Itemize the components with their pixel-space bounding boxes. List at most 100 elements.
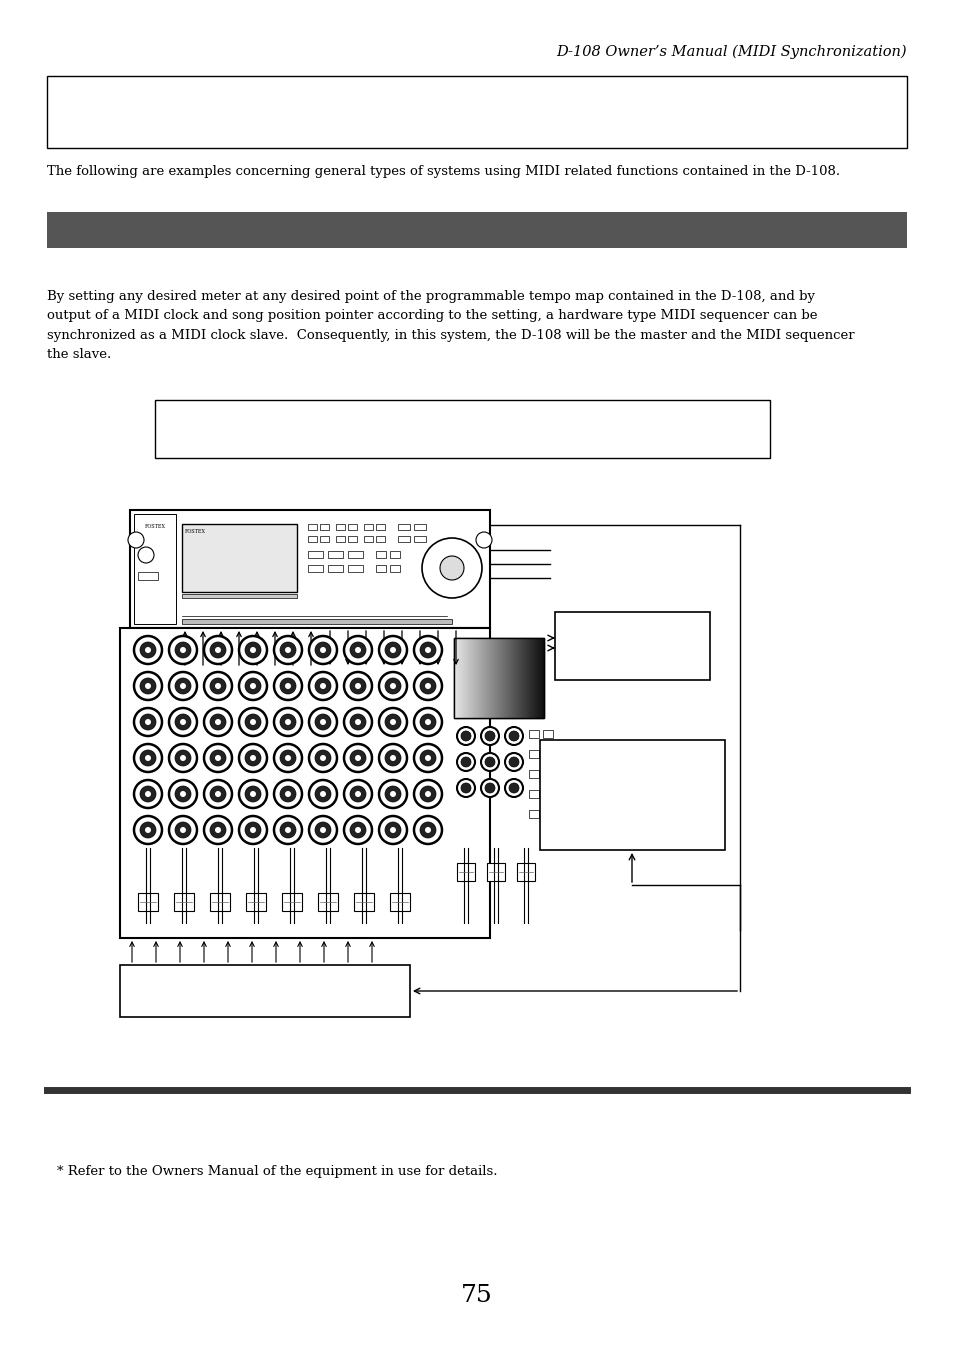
Bar	[517, 863, 535, 881]
Circle shape	[145, 755, 151, 761]
Circle shape	[344, 671, 372, 700]
Circle shape	[314, 750, 331, 766]
Circle shape	[169, 744, 196, 771]
Bar	[478, 638, 479, 717]
Circle shape	[504, 780, 522, 797]
Bar	[539, 740, 724, 850]
Bar	[193, 628, 213, 636]
Circle shape	[419, 821, 436, 838]
Bar	[375, 565, 386, 571]
Circle shape	[509, 757, 518, 767]
Bar	[542, 811, 553, 817]
Bar	[525, 638, 526, 717]
Circle shape	[280, 821, 295, 838]
Circle shape	[285, 755, 291, 761]
Circle shape	[204, 708, 232, 736]
Bar	[488, 638, 489, 717]
Circle shape	[180, 827, 186, 834]
Circle shape	[460, 784, 471, 793]
Circle shape	[239, 744, 267, 771]
Bar	[182, 619, 452, 624]
Bar	[173, 893, 193, 911]
Circle shape	[250, 647, 255, 653]
Text: * Refer to the Owners Manual of the equipment in use for details.: * Refer to the Owners Manual of the equi…	[57, 1165, 497, 1178]
Bar	[462, 638, 463, 717]
Circle shape	[344, 816, 372, 844]
Circle shape	[480, 780, 498, 797]
Bar	[348, 551, 363, 558]
Circle shape	[319, 719, 326, 725]
Bar	[505, 638, 506, 717]
Circle shape	[250, 790, 255, 797]
Circle shape	[145, 719, 151, 725]
Bar	[454, 638, 455, 717]
Bar	[532, 638, 533, 717]
Bar	[348, 565, 363, 571]
Circle shape	[421, 538, 481, 598]
Bar	[526, 638, 527, 717]
Bar	[473, 638, 474, 717]
Bar	[154, 400, 769, 458]
Circle shape	[169, 708, 196, 736]
Bar	[471, 638, 472, 717]
Bar	[454, 638, 543, 717]
Bar	[537, 638, 538, 717]
Circle shape	[285, 684, 291, 689]
Bar	[510, 638, 511, 717]
Bar	[498, 638, 499, 717]
Circle shape	[314, 713, 331, 730]
Bar	[397, 524, 410, 530]
Bar	[319, 536, 329, 542]
Circle shape	[210, 678, 226, 694]
Circle shape	[390, 684, 395, 689]
Circle shape	[140, 750, 156, 766]
Circle shape	[424, 684, 431, 689]
Circle shape	[174, 678, 191, 694]
Circle shape	[280, 678, 295, 694]
Bar	[502, 638, 503, 717]
Circle shape	[214, 647, 221, 653]
Text: 75: 75	[460, 1283, 493, 1306]
Bar	[472, 638, 473, 717]
Circle shape	[456, 753, 475, 771]
Bar	[467, 638, 468, 717]
Bar	[463, 638, 464, 717]
Circle shape	[204, 671, 232, 700]
Bar	[348, 524, 356, 530]
Circle shape	[274, 780, 302, 808]
Circle shape	[480, 753, 498, 771]
Circle shape	[414, 708, 441, 736]
Circle shape	[378, 708, 407, 736]
Text: synchronized as a MIDI clock slave.  Consequently, in this system, the D-108 wil: synchronized as a MIDI clock slave. Cons…	[47, 330, 854, 342]
Bar	[457, 638, 458, 717]
Bar	[493, 638, 494, 717]
Circle shape	[378, 744, 407, 771]
Bar	[519, 638, 520, 717]
Bar	[500, 638, 501, 717]
Circle shape	[180, 684, 186, 689]
Circle shape	[424, 827, 431, 834]
Circle shape	[210, 642, 226, 658]
Bar	[390, 551, 399, 558]
Bar	[495, 638, 496, 717]
Circle shape	[239, 780, 267, 808]
Circle shape	[180, 719, 186, 725]
Circle shape	[309, 816, 336, 844]
Circle shape	[133, 708, 162, 736]
Circle shape	[385, 678, 400, 694]
Bar	[480, 638, 481, 717]
Bar	[375, 524, 385, 530]
Circle shape	[128, 532, 144, 549]
Circle shape	[414, 780, 441, 808]
Text: output of a MIDI clock and song position pointer according to the setting, a har: output of a MIDI clock and song position…	[47, 309, 817, 323]
Bar	[210, 893, 230, 911]
Circle shape	[484, 757, 495, 767]
Bar	[470, 638, 471, 717]
Bar	[282, 893, 302, 911]
Bar	[506, 638, 507, 717]
Circle shape	[145, 684, 151, 689]
Bar	[375, 536, 385, 542]
Text: By setting any desired meter at any desired point of the programmable tempo map : By setting any desired meter at any desi…	[47, 290, 814, 303]
Bar	[530, 638, 531, 717]
Bar	[534, 638, 535, 717]
